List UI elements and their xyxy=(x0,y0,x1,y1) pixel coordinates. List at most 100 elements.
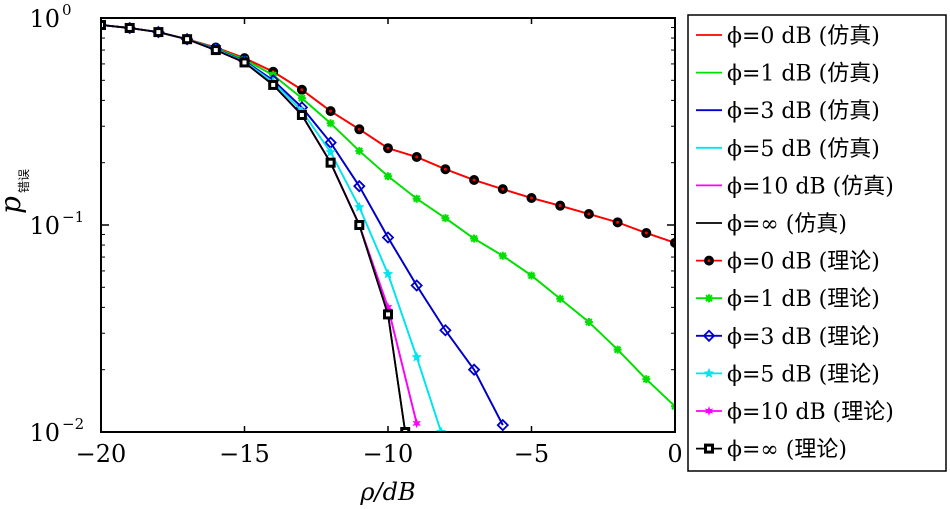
data-point-core xyxy=(328,160,333,165)
data-point-core xyxy=(472,178,476,182)
data-point xyxy=(355,146,364,155)
data-point-core xyxy=(357,127,361,131)
data-point xyxy=(412,418,421,429)
svg-text:错误: 错误 xyxy=(17,169,31,193)
data-point xyxy=(101,20,106,31)
data-point-core xyxy=(185,37,190,42)
y-tick-label: 10 xyxy=(29,212,60,240)
legend-label: ϕ=10 dB (理论) xyxy=(727,400,894,425)
y-axis-label: p 错误 xyxy=(0,169,31,214)
data-point xyxy=(467,363,481,376)
y-tick-exponent: 0 xyxy=(62,1,72,19)
x-tick-label: −20 xyxy=(76,440,127,468)
legend-label: ϕ=0 dB (理论) xyxy=(727,250,880,275)
data-point-core xyxy=(386,146,390,150)
data-point xyxy=(527,271,536,280)
data-point xyxy=(297,94,306,103)
legend-entry-1: ϕ=1 dB (仿真) xyxy=(696,62,880,87)
data-point-core xyxy=(530,196,533,200)
series-4 xyxy=(101,24,418,424)
legend-label: ϕ=0 dB (仿真) xyxy=(727,24,880,49)
series-line-4 xyxy=(101,24,418,424)
x-tick-label: −10 xyxy=(363,440,414,468)
y-tick-label: 10 xyxy=(29,419,60,447)
legend-label: ϕ=10 dB (仿真) xyxy=(727,174,894,199)
data-point-core xyxy=(415,155,419,159)
legend-entry-0: ϕ=0 dB (仿真) xyxy=(696,24,880,49)
y-tick-exponent: −2 xyxy=(62,415,84,433)
series-10 xyxy=(101,20,421,429)
legend-entry-5: ϕ=∞ (仿真) xyxy=(696,212,847,237)
data-point-core xyxy=(357,223,362,227)
series-8 xyxy=(101,18,510,432)
legend-label: ϕ=∞ (理论) xyxy=(727,438,847,463)
data-point xyxy=(584,317,593,326)
legend-entry-9: ϕ=5 dB (理论) xyxy=(696,362,880,387)
data-point-core xyxy=(300,88,304,92)
legend-marker-core xyxy=(707,446,711,451)
legend-label: ϕ=∞ (仿真) xyxy=(727,212,847,237)
data-point xyxy=(382,268,394,279)
data-point xyxy=(400,427,411,432)
data-point-core xyxy=(271,82,276,87)
legend-marker-core xyxy=(707,259,711,263)
series-11 xyxy=(101,20,411,432)
legend-box xyxy=(687,14,947,472)
legend-entry-2: ϕ=3 dB (仿真) xyxy=(696,99,880,124)
legend-label: ϕ=1 dB (理论) xyxy=(727,287,880,312)
data-point-core xyxy=(443,167,447,171)
data-point xyxy=(556,294,565,303)
data-point xyxy=(381,231,395,244)
x-tick-label: −15 xyxy=(219,440,270,468)
series-6 xyxy=(101,20,675,248)
legend-entry-8: ϕ=3 dB (理论) xyxy=(696,325,880,350)
data-point-core xyxy=(213,48,218,53)
legend-marker xyxy=(704,406,714,416)
data-point xyxy=(470,234,479,243)
legend-label: ϕ=3 dB (仿真) xyxy=(727,99,880,124)
data-point-core xyxy=(156,30,161,35)
x-tick-label: −5 xyxy=(514,440,549,468)
legend-marker xyxy=(703,367,715,378)
data-point-core xyxy=(558,204,562,208)
plot-frame xyxy=(100,17,676,433)
data-point-core xyxy=(386,312,390,317)
data-point xyxy=(412,194,421,203)
legend-entry-10: ϕ=10 dB (理论) xyxy=(696,400,894,425)
data-point-core xyxy=(242,60,247,65)
data-point xyxy=(642,375,651,384)
data-point xyxy=(496,418,510,432)
legend-label: ϕ=3 dB (理论) xyxy=(727,325,880,350)
legend-marker xyxy=(702,329,716,343)
data-point xyxy=(353,179,366,193)
x-axis-label: ρ/dB xyxy=(359,478,415,505)
legend-entry-7: ϕ=1 dB (理论) xyxy=(696,287,880,312)
legend-entry-3: ϕ=5 dB (仿真) xyxy=(696,137,880,162)
legend-label: ϕ=5 dB (仿真) xyxy=(727,137,880,162)
legend-label: ϕ=1 dB (仿真) xyxy=(727,62,880,87)
data-point xyxy=(325,146,336,157)
data-point-core xyxy=(127,25,132,30)
legend-entry-6: ϕ=0 dB (理论) xyxy=(696,250,880,275)
y-tick-label: 10 xyxy=(29,5,60,33)
data-point-core xyxy=(587,212,591,216)
data-point-core xyxy=(501,187,505,191)
data-point xyxy=(498,251,507,260)
data-point xyxy=(383,302,393,313)
data-point xyxy=(441,214,450,223)
data-point xyxy=(410,279,423,292)
data-point-core xyxy=(644,231,648,235)
svg-text:p: p xyxy=(0,196,27,214)
data-point xyxy=(384,172,392,181)
legend-label: ϕ=5 dB (理论) xyxy=(727,362,880,387)
data-point xyxy=(326,119,335,128)
data-point xyxy=(435,426,447,432)
legend-marker xyxy=(705,294,713,303)
data-point-core xyxy=(329,109,333,113)
legend-entry-4: ϕ=10 dB (仿真) xyxy=(696,174,894,199)
data-point xyxy=(613,345,622,354)
data-point xyxy=(354,201,365,212)
data-point-core xyxy=(299,112,304,117)
x-tick-label: 0 xyxy=(667,440,682,468)
